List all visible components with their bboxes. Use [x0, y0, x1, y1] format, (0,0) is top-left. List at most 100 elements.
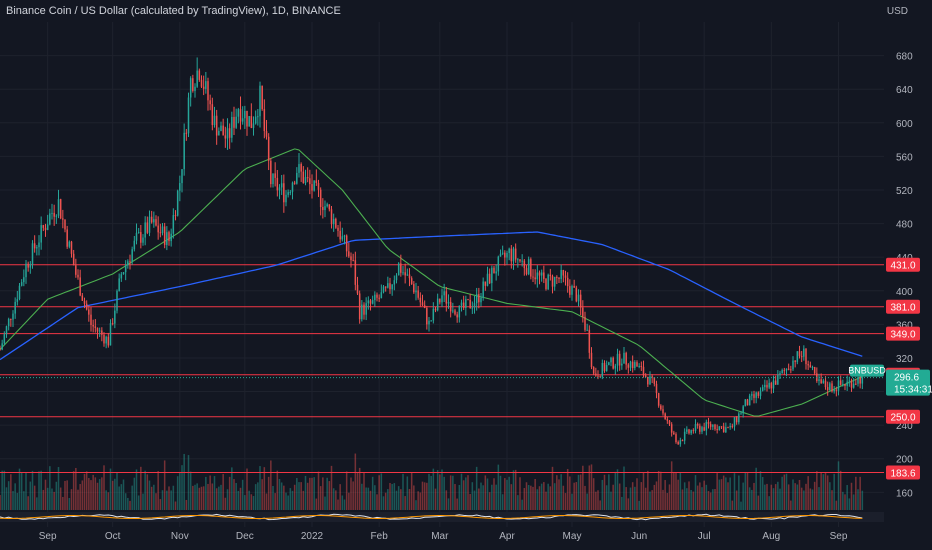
volume-bar: [111, 480, 114, 510]
candle-body: [389, 283, 391, 290]
candle-body: [304, 177, 307, 184]
candle-body: [306, 177, 309, 179]
volume-bar: [127, 497, 129, 510]
candle-body: [417, 290, 419, 298]
candle-body: [267, 136, 270, 161]
candle-body: [824, 380, 827, 388]
volume-bar: [532, 486, 534, 510]
volume-bar: [809, 488, 812, 510]
volume-bar: [25, 472, 27, 510]
volume-bar: [107, 492, 110, 510]
volume-bar: [655, 481, 658, 510]
candle-body: [651, 376, 653, 378]
candle-body: [790, 369, 792, 371]
volume-bar: [562, 485, 565, 510]
volume-bar: [603, 474, 606, 510]
time-axis[interactable]: Sep Oct Nov Dec 2022 Feb Mar Apr May Jun Jul Aug Sep: [39, 531, 848, 542]
candle-body: [192, 78, 194, 91]
candle-body: [512, 248, 515, 262]
candle-body: [380, 292, 383, 299]
volume-bar: [161, 490, 164, 510]
volume-bar: [497, 464, 500, 510]
volume-bar: [194, 484, 196, 510]
ma-fast-line: [0, 148, 863, 417]
candle-body: [185, 132, 188, 134]
candle-body: [785, 368, 788, 371]
volume-bar: [852, 494, 855, 510]
candle-body: [105, 336, 107, 344]
candle-body: [837, 380, 840, 391]
grid: [0, 22, 884, 527]
candle-body: [738, 413, 740, 423]
candle-body: [458, 305, 461, 318]
volume-bar: [0, 495, 1, 510]
candle-body: [148, 216, 151, 233]
candle-body: [716, 429, 718, 431]
candle-body: [75, 265, 77, 275]
candle-body: [94, 326, 97, 328]
volume-bar: [228, 476, 231, 510]
candle-body: [10, 318, 12, 320]
candle-body: [514, 248, 517, 260]
candle-body: [278, 187, 281, 191]
volume-bar: [514, 469, 517, 510]
volume-bar: [378, 475, 380, 510]
candle-body: [586, 329, 588, 331]
volume-bar: [766, 483, 768, 510]
volume-bar: [621, 496, 623, 510]
candle-body: [213, 115, 216, 126]
volume-bar: [311, 477, 313, 510]
candle-body: [428, 320, 430, 325]
candle-body: [140, 232, 142, 243]
volume-bar: [224, 497, 227, 510]
candle-body: [571, 286, 573, 295]
candle-body: [300, 164, 302, 172]
candle-body: [263, 109, 266, 132]
candle-body: [317, 182, 320, 190]
volume-bar: [662, 489, 664, 510]
volume-bar: [153, 484, 155, 510]
candle-body: [740, 413, 742, 415]
volume-bar: [818, 487, 820, 510]
level-tag: [886, 465, 920, 480]
candle-body: [714, 424, 716, 430]
volume-bar: [638, 500, 640, 510]
candle-body: [443, 291, 445, 296]
volume-bar: [770, 484, 773, 510]
volume-bar: [473, 490, 476, 510]
candle-body: [332, 218, 335, 225]
candle-body: [5, 326, 8, 335]
volume-bar: [341, 495, 344, 510]
candle-body: [410, 278, 413, 285]
volume-bar: [328, 481, 331, 510]
volume-bar: [443, 476, 445, 510]
volume-bar: [694, 475, 697, 510]
candle-body: [759, 390, 762, 396]
volume-bar: [480, 482, 482, 510]
candle-body: [501, 252, 504, 254]
volume-bar: [187, 455, 190, 510]
candle-body: [211, 104, 214, 126]
candle-body: [365, 303, 367, 315]
symbol-tag: [850, 364, 884, 377]
candle-body: [670, 424, 673, 433]
volume-bar: [699, 482, 701, 510]
candle-body: [744, 399, 747, 407]
volume-bar: [560, 474, 562, 510]
volume-bar: [302, 490, 305, 510]
candle-body: [781, 370, 783, 374]
volume-bar: [614, 471, 617, 510]
level-tag-label: 349.0: [890, 330, 915, 341]
volume-bar: [176, 476, 179, 510]
candle-body: [475, 294, 478, 304]
candle-body: [287, 192, 289, 195]
candle-body: [142, 237, 144, 243]
volume-bar: [72, 471, 75, 510]
candle-body: [432, 308, 435, 321]
volume-bar: [343, 499, 346, 510]
candle-body: [584, 316, 586, 330]
candle-body: [540, 272, 543, 276]
candle-body: [690, 430, 692, 434]
volume-bar: [768, 496, 770, 510]
